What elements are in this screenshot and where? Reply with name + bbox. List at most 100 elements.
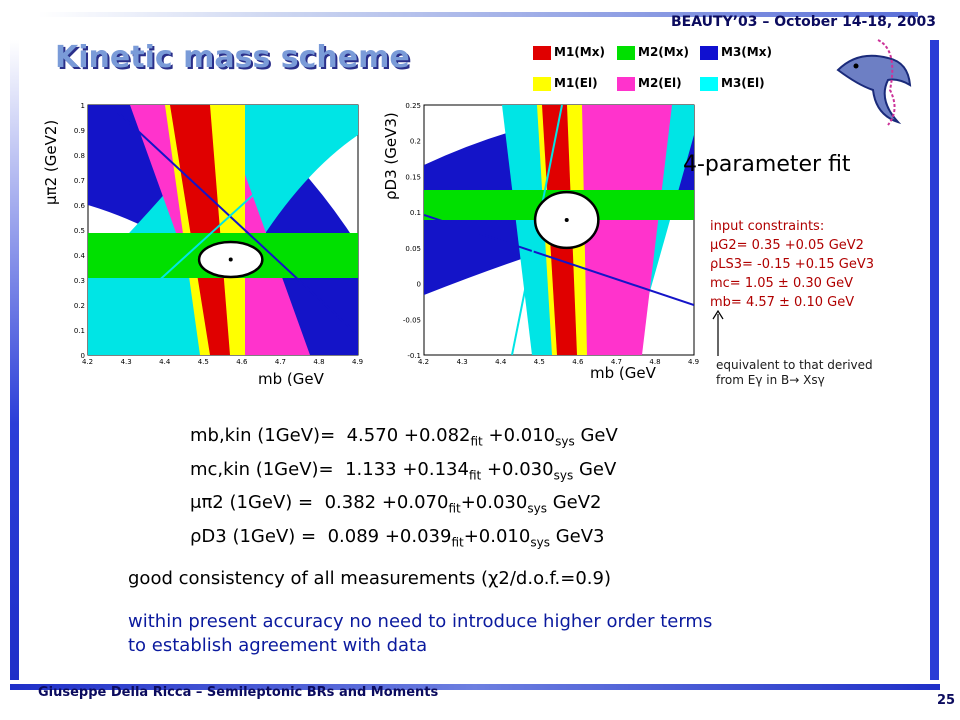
arrow-up-icon bbox=[712, 310, 724, 356]
accuracy-note: within present accuracy no need to intro… bbox=[128, 610, 712, 658]
right-decor-bar bbox=[930, 40, 939, 680]
constraint-line: μG2= 0.35 +0.05 GeV2 bbox=[710, 238, 864, 253]
result-value: 4.570 bbox=[346, 425, 399, 446]
x-tick-label: 4.2 bbox=[82, 358, 93, 365]
x-tick-label: 4.2 bbox=[418, 358, 429, 365]
consistency-note: good consistency of all measurements (χ2… bbox=[128, 568, 611, 589]
y-tick-label: -0.05 bbox=[403, 316, 421, 324]
y-tick-label: 0.5 bbox=[74, 227, 85, 235]
accuracy-line: within present accuracy no need to intro… bbox=[128, 611, 713, 632]
x-tick-label: 4.8 bbox=[649, 358, 660, 365]
legend-swatch bbox=[700, 76, 718, 91]
legend-swatch bbox=[533, 76, 551, 91]
result-sys-error: +0.010 bbox=[488, 425, 556, 446]
legend-item: M3(El) bbox=[700, 76, 765, 91]
top-decor-bar bbox=[38, 12, 918, 17]
result-row: μπ2 (1GeV) = 0.382 +0.070fit+0.030sys Ge… bbox=[190, 492, 602, 516]
result-row: mb,kin (1GeV)= 4.570 +0.082fit +0.010sys… bbox=[190, 425, 618, 449]
x-tick-label: 4.5 bbox=[534, 358, 545, 365]
result-value: 0.089 bbox=[327, 525, 380, 547]
slide-title: Kinetic mass scheme bbox=[55, 40, 410, 75]
constraint-line: ρLS3= -0.15 +0.15 GeV3 bbox=[710, 257, 875, 272]
y-tick-label: 0.8 bbox=[74, 152, 85, 160]
result-row: mc,kin (1GeV)= 1.133 +0.134fit +0.030sys… bbox=[190, 458, 617, 483]
plot-ticks: 4.2 4.3 4.4 4.5 4.6 4.7 4.8 4.9 0 0.1 0.2 0.3 0.4 0.5… bbox=[74, 102, 363, 365]
y-tick-label: -0.1 bbox=[407, 352, 421, 360]
y-tick-label: 0.2 bbox=[74, 302, 85, 310]
plot-mupi2-vs-mb: 4.2 4.3 4.4 4.5 4.6 4.7 4.8 4.9 0 0.1 0.2 0.3 0.4 0.5… bbox=[74, 102, 363, 365]
fit-point bbox=[564, 218, 569, 222]
legend-item: M2(El) bbox=[617, 76, 682, 91]
legend-item: M2(Mx) bbox=[617, 45, 689, 60]
result-sys-error: +0.010 bbox=[463, 525, 531, 547]
y-tick-label: 0.7 bbox=[74, 177, 85, 185]
dolphin-logo-icon bbox=[836, 39, 912, 126]
equivalence-line: equivalent to that derived bbox=[716, 358, 873, 372]
x-tick-label: 4.8 bbox=[313, 358, 324, 365]
result-value: 0.382 bbox=[324, 492, 377, 514]
x-tick-label: 4.3 bbox=[121, 358, 132, 365]
x-axis-label: mb (GeV bbox=[258, 370, 324, 388]
constraints-box: input constraints: μG2= 0.35 +0.05 GeV2 … bbox=[710, 217, 874, 312]
x-tick-label: 4.6 bbox=[572, 358, 584, 365]
y-tick-label: 0.15 bbox=[405, 173, 421, 181]
x-tick-label: 4.5 bbox=[198, 358, 209, 365]
legend-swatch bbox=[617, 45, 635, 60]
legend-swatch bbox=[617, 76, 635, 91]
x-axis-label: mb (GeV bbox=[590, 364, 656, 382]
result-unit: GeV bbox=[580, 425, 618, 446]
result-sys-error: +0.030 bbox=[486, 458, 554, 480]
legend-label: M2(Mx) bbox=[638, 45, 689, 59]
left-decor-bar bbox=[10, 40, 19, 680]
legend-label: M3(Mx) bbox=[721, 45, 772, 59]
result-value: 1.133 bbox=[345, 458, 397, 480]
result-unit: GeV3 bbox=[555, 525, 605, 547]
x-tick-label: 4.4 bbox=[495, 358, 507, 365]
contour-line bbox=[109, 105, 358, 336]
footer-author: Giuseppe Della Ricca – Semileptonic BRs … bbox=[38, 685, 439, 700]
y-tick-label: 0.3 bbox=[74, 277, 85, 285]
y-tick-label: 1 bbox=[81, 102, 85, 110]
equivalence-line: from Eγ in B→ Xsγ bbox=[716, 373, 825, 387]
constraint-line: mb= 4.57 ± 0.10 GeV bbox=[710, 295, 855, 310]
y-tick-label: 0.1 bbox=[74, 327, 85, 335]
fit-label: 4-parameter fit bbox=[683, 152, 851, 177]
page-number: 25 bbox=[937, 693, 956, 708]
result-name: mc,kin (1GeV)= bbox=[190, 458, 334, 480]
x-tick-label: 4.3 bbox=[457, 358, 468, 365]
y-tick-label: 0.4 bbox=[74, 252, 86, 260]
result-unit: GeV2 bbox=[552, 492, 602, 514]
band-m1-mx bbox=[170, 105, 230, 355]
legend-label: M1(Mx) bbox=[554, 45, 605, 59]
result-fit-error: +0.039 bbox=[384, 525, 452, 547]
contour-line bbox=[88, 124, 331, 346]
x-tick-label: 4.7 bbox=[275, 358, 286, 365]
result-unit: GeV bbox=[578, 458, 617, 480]
y-axis-label: ρD3 (GeV3) bbox=[382, 112, 400, 200]
legend-label: M2(El) bbox=[638, 76, 682, 90]
constraints-heading: input constraints: bbox=[710, 219, 825, 234]
result-sys-error: +0.030 bbox=[460, 492, 528, 514]
legend-swatch bbox=[700, 45, 718, 60]
plot-ticks: 4.2 4.3 4.4 4.5 4.6 4.7 4.8 4.9 -0.1 -0.05 0 0.05 0.… bbox=[403, 102, 699, 365]
y-tick-label: 0.1 bbox=[410, 209, 421, 217]
x-tick-label: 4.6 bbox=[236, 358, 248, 365]
y-axis-label: μπ2 (GeV2) bbox=[42, 119, 60, 205]
result-fit-error: +0.082 bbox=[403, 425, 471, 446]
fit-results: mb,kin (1GeV)= 4.570 +0.082fit +0.010sys… bbox=[190, 422, 618, 556]
fit-point bbox=[228, 257, 233, 262]
legend-label: M3(El) bbox=[721, 76, 765, 90]
result-name: μπ2 (1GeV) = bbox=[190, 492, 314, 514]
equivalence-note: equivalent to that derived from Eγ in B→… bbox=[716, 358, 873, 388]
y-tick-label: 0.9 bbox=[74, 127, 85, 135]
plot-rhod3-vs-mb: 4.2 4.3 4.4 4.5 4.6 4.7 4.8 4.9 -0.1 -0.05 0 0.05 0.… bbox=[403, 102, 699, 365]
constraint-line: mc= 1.05 ± 0.30 GeV bbox=[710, 276, 853, 291]
result-fit-error: +0.134 bbox=[402, 458, 469, 480]
conference-label: BEAUTY’03 – October 14-18, 2003 bbox=[671, 14, 936, 30]
x-tick-label: 4.9 bbox=[688, 358, 699, 365]
result-name: ρD3 (1GeV) = bbox=[190, 525, 317, 547]
y-tick-label: 0.2 bbox=[410, 138, 421, 146]
x-tick-label: 4.9 bbox=[352, 358, 363, 365]
contour-line bbox=[424, 214, 694, 306]
legend-item: M1(El) bbox=[533, 76, 598, 91]
